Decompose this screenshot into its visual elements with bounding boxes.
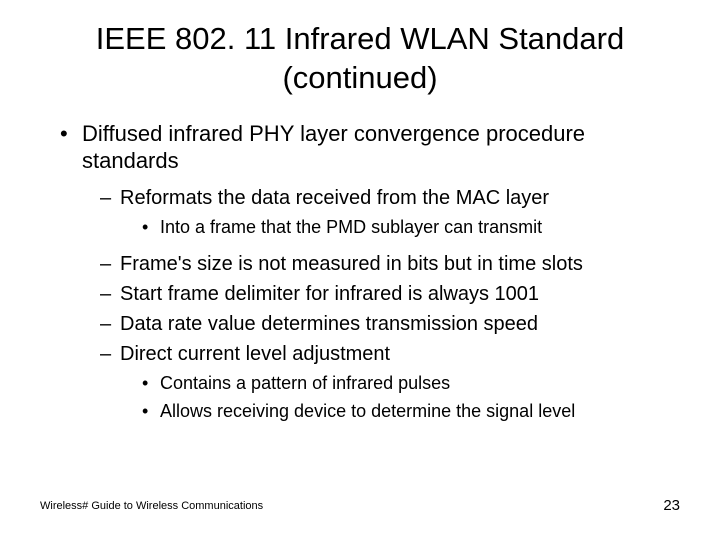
- bullet-level2: Reformats the data received from the MAC…: [100, 185, 680, 211]
- bullet-level3: Into a frame that the PMD sublayer can t…: [142, 215, 680, 239]
- spacer: [40, 243, 680, 251]
- slide-footer: Wireless# Guide to Wireless Communicatio…: [40, 497, 680, 514]
- slide-container: IEEE 802. 11 Infrared WLAN Standard (con…: [0, 0, 720, 540]
- bullet-level2: Start frame delimiter for infrared is al…: [100, 281, 680, 307]
- bullet-level3: Allows receiving device to determine the…: [142, 399, 680, 423]
- bullet-level2: Frame's size is not measured in bits but…: [100, 251, 680, 277]
- bullet-level1: Diffused infrared PHY layer convergence …: [60, 120, 680, 175]
- footer-source: Wireless# Guide to Wireless Communicatio…: [40, 500, 263, 512]
- slide-title: IEEE 802. 11 Infrared WLAN Standard (con…: [40, 20, 680, 98]
- page-number: 23: [663, 497, 680, 514]
- bullet-level2: Data rate value determines transmission …: [100, 311, 680, 337]
- bullet-level3: Contains a pattern of infrared pulses: [142, 371, 680, 395]
- bullet-level2: Direct current level adjustment: [100, 341, 680, 367]
- slide-content: Diffused infrared PHY layer convergence …: [0, 120, 720, 424]
